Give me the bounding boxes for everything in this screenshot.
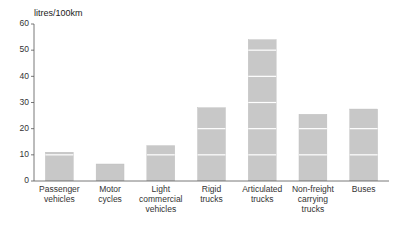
x-tick-label: Rigidtrucks bbox=[200, 184, 223, 204]
bar-divider bbox=[350, 154, 378, 155]
y-tick-label: 20 bbox=[20, 123, 30, 133]
y-tick bbox=[31, 181, 34, 182]
y-tick-label: 40 bbox=[20, 71, 30, 81]
x-axis bbox=[34, 181, 389, 182]
y-tick-label: 60 bbox=[20, 18, 30, 28]
bar-divider bbox=[248, 50, 276, 51]
bar bbox=[147, 146, 175, 181]
y-tick bbox=[31, 50, 34, 51]
x-tick-label: Non-freightcarryingtrucks bbox=[292, 184, 335, 214]
bar bbox=[248, 40, 276, 181]
bar-divider bbox=[147, 154, 175, 155]
y-tick bbox=[31, 24, 34, 25]
x-tick-label: Lightcommercialvehicles bbox=[139, 184, 183, 214]
bar-divider bbox=[248, 154, 276, 155]
y-tick bbox=[31, 128, 34, 129]
x-tick-label: Buses bbox=[352, 184, 376, 194]
y-axis bbox=[34, 24, 35, 181]
bar-divider bbox=[248, 102, 276, 103]
bar bbox=[198, 108, 226, 181]
y-tick-label: 10 bbox=[20, 149, 30, 159]
bar bbox=[350, 109, 378, 181]
bar-divider bbox=[350, 128, 378, 129]
y-tick-label: 50 bbox=[20, 44, 30, 54]
bar bbox=[299, 114, 327, 181]
y-tick bbox=[31, 102, 34, 103]
y-tick-label: 30 bbox=[20, 97, 30, 107]
bar-divider bbox=[248, 76, 276, 77]
bar-divider bbox=[198, 154, 226, 155]
y-tick bbox=[31, 76, 34, 77]
bar-divider bbox=[248, 128, 276, 129]
bar-divider bbox=[198, 128, 226, 129]
bar bbox=[45, 152, 73, 181]
bar bbox=[96, 164, 124, 181]
chart: 0 10 20 30 40 50 60 Passengervehicles Motorcycle… bbox=[0, 0, 397, 227]
y-tick-label: 0 bbox=[24, 175, 29, 185]
chart-container: 0 10 20 30 40 50 60 Passengervehicles Motorcycle… bbox=[0, 0, 397, 227]
y-tick bbox=[31, 154, 34, 155]
bar-divider bbox=[299, 128, 327, 129]
bars bbox=[45, 40, 377, 181]
x-tick-label: Passengervehicles bbox=[39, 184, 80, 204]
x-tick-label: Motorcycles bbox=[98, 184, 122, 204]
bar-divider bbox=[299, 154, 327, 155]
x-tick-label: Articulatedtrucks bbox=[242, 184, 282, 204]
bar-divider bbox=[45, 154, 73, 155]
y-axis-label: litres/100km bbox=[34, 8, 83, 18]
